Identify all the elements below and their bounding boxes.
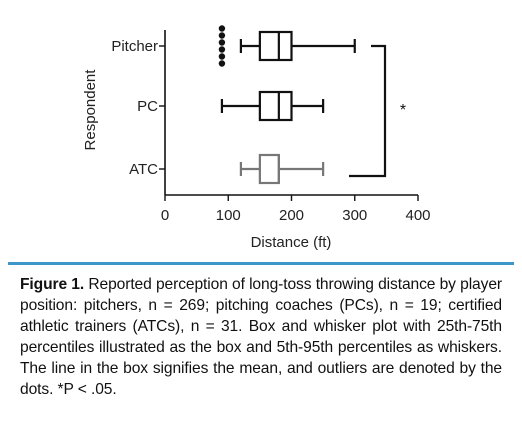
outlier-dot [218,25,226,32]
box-pc [220,90,325,122]
box-plot-figure: 0 100 200 300 400 Pitcher PC ATC * Distance (f… [82,25,431,251]
x-tick-label: 0 [161,207,169,224]
outlier-dot [218,39,226,46]
caption-label: Figure 1. [20,276,85,293]
significance-marker: * [400,102,406,119]
box-pitcher [218,25,356,67]
iqr-box [258,30,293,62]
outlier-dot [218,46,226,53]
y-tick-label: ATC [129,161,158,178]
iqr-box [258,153,280,185]
x-tick-label: 400 [405,207,430,224]
y-tick-label: PC [137,98,158,115]
y-tick-label: Pitcher [111,38,158,55]
y-axis-label: Respondent [82,69,99,151]
x-ticks: 0 100 200 300 400 [161,195,431,224]
x-axis-label: Distance (ft) [251,234,332,251]
significance-bracket: * [349,44,406,178]
x-tick-label: 100 [216,207,241,224]
outlier-dot [218,60,226,67]
iqr-box [258,90,293,122]
outlier-dot [218,53,226,60]
significance-bracket-line [349,44,387,178]
boxes [218,25,356,185]
x-tick-label: 300 [342,207,367,224]
x-tick-label: 200 [279,207,304,224]
outlier-dot [218,32,226,39]
y-ticks: Pitcher PC ATC [111,38,165,178]
figure-caption: Figure 1. Reported perception of long-to… [8,262,514,426]
caption-text: Reported perception of long-toss throwin… [20,276,502,398]
box-atc [239,153,325,185]
